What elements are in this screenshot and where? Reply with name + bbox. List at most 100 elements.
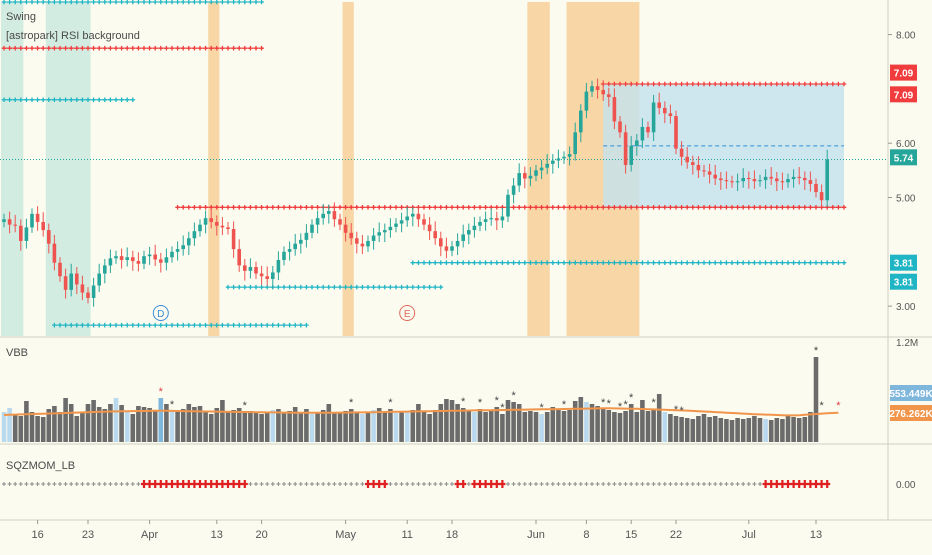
resistance-level-mark (360, 204, 365, 210)
support-level-mark (623, 260, 628, 265)
volume-spike-star: * (607, 398, 612, 410)
support-level-mark (315, 284, 320, 290)
resistance-level-mark (740, 81, 746, 87)
volume-bar (253, 413, 259, 442)
support-level-mark (80, 322, 85, 328)
resistance-level-mark (259, 204, 264, 210)
resistance-level-mark (74, 45, 80, 51)
volume-bar (74, 416, 80, 442)
support-level-mark (175, 0, 180, 5)
candle-body (416, 213, 421, 220)
squeeze-off-mark (338, 482, 342, 486)
volume-bar (304, 409, 309, 442)
time-tick-label: 11 (401, 529, 412, 541)
momentum-pane-title[interactable]: SQZMOM_LB (6, 460, 76, 472)
indicator-subtitle[interactable]: [astropark] RSI background (6, 30, 140, 42)
candle-body (758, 180, 762, 182)
squeeze-on-mark (471, 480, 478, 488)
support-level-mark (80, 97, 85, 103)
candle-body (422, 219, 426, 225)
support-level-mark (399, 284, 404, 290)
indicator-title[interactable]: Swing (6, 11, 36, 23)
volume-bar (136, 406, 141, 442)
candle-body (97, 273, 101, 286)
resistance-level-mark (544, 204, 550, 210)
resistance-level-mark (29, 45, 35, 51)
volume-bar (315, 412, 320, 442)
volume-bar (735, 418, 740, 442)
support-level-mark (264, 284, 270, 290)
candle-body (439, 238, 443, 247)
support-level-mark (427, 260, 432, 265)
candle-body (30, 213, 34, 228)
resistance-level-mark (802, 81, 808, 87)
squeeze-off-mark (270, 482, 275, 486)
volume-bar (673, 416, 679, 442)
squeeze-off-mark (41, 482, 46, 486)
volume-bar (393, 413, 399, 442)
price-badge-label: 7.09 (894, 69, 914, 80)
support-level-mark (298, 284, 304, 290)
resistance-level-mark (259, 45, 264, 51)
volume-bar (584, 402, 589, 442)
support-level-mark (24, 97, 29, 103)
resistance-level-mark (757, 81, 763, 87)
support-level-mark (376, 284, 382, 290)
resistance-level-mark (841, 204, 847, 210)
squeeze-off-mark (567, 482, 572, 486)
candle-body (282, 251, 286, 260)
support-level-mark (477, 260, 483, 265)
volume-spike-star: * (562, 399, 567, 411)
time-tick-label: Apr (141, 529, 158, 541)
event-marker-label: D (157, 309, 164, 320)
volume-bar (505, 400, 511, 442)
squeeze-on-mark (460, 480, 467, 488)
price-badge-label: 7.09 (894, 90, 914, 101)
squeeze-off-mark (119, 482, 124, 486)
squeeze-off-mark (349, 482, 354, 486)
resistance-level-mark (220, 45, 225, 51)
volume-bar (612, 412, 617, 442)
volume-bar (729, 420, 735, 442)
support-level-mark (488, 260, 494, 265)
candle-body (612, 97, 617, 122)
candle-body (371, 235, 376, 241)
time-tick-label: Jun (527, 529, 545, 541)
volume-bar (29, 412, 35, 442)
resistance-level-mark (752, 204, 757, 210)
support-level-mark (40, 0, 46, 5)
squeeze-off-mark (646, 482, 650, 486)
candle-body (69, 273, 73, 290)
support-level-mark (231, 322, 236, 328)
resistance-level-mark (740, 204, 746, 210)
support-level-mark (102, 322, 108, 328)
support-level-mark (432, 284, 438, 290)
squeeze-on-mark (482, 480, 489, 488)
volume-bar (96, 407, 102, 442)
resistance-level-mark (684, 81, 690, 87)
candle-body (713, 174, 717, 179)
candle-body (299, 239, 303, 244)
resistance-level-mark (197, 204, 203, 210)
support-level-mark (304, 322, 309, 328)
support-level-mark (113, 322, 119, 328)
candle-body (808, 180, 813, 184)
volume-bar (236, 408, 242, 442)
support-level-mark (119, 97, 124, 103)
resistance-level-mark (472, 204, 477, 210)
resistance-level-mark (623, 81, 628, 87)
squeeze-on-mark (169, 480, 175, 488)
resistance-level-mark (768, 204, 774, 210)
resistance-level-mark (248, 204, 253, 210)
candle-body (803, 177, 807, 181)
volume-spike-star: * (243, 400, 248, 412)
volume-bar (410, 410, 416, 442)
volume-pane-title[interactable]: VBB (6, 347, 29, 359)
resistance-level-mark (836, 204, 841, 210)
volume-bar (500, 414, 505, 442)
support-level-mark (242, 322, 248, 328)
squeeze-off-mark (550, 482, 555, 486)
support-level-mark (119, 322, 124, 328)
